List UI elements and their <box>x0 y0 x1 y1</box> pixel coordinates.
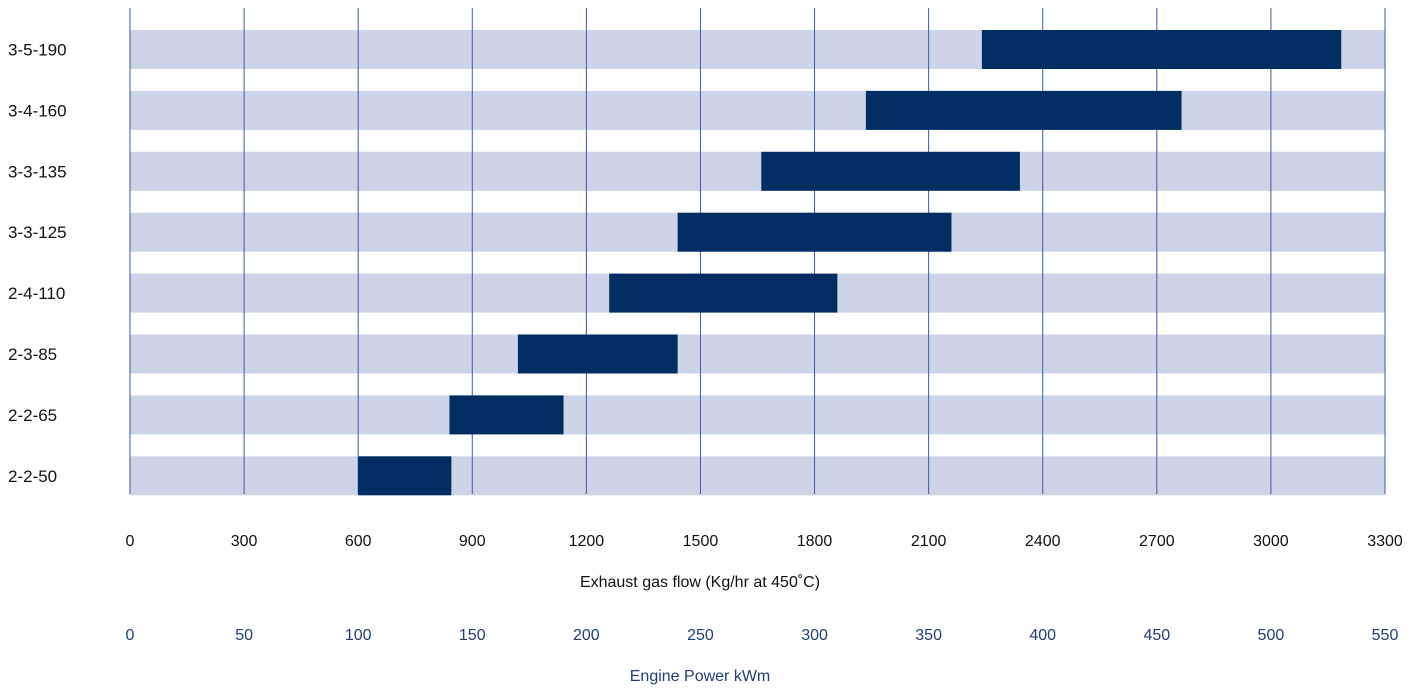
x-tick-label: 2700 <box>1139 533 1175 550</box>
secondary-tick-label: 400 <box>1029 627 1056 644</box>
x-tick-label: 1500 <box>683 533 719 550</box>
row-bands <box>130 30 1385 496</box>
x-tick-label: 1800 <box>797 533 833 550</box>
secondary-axis-tick-labels: 0 50 100 150 200 250 300 350 400 450 500 550 <box>126 627 1399 644</box>
category-label: 3-4-160 <box>8 101 67 120</box>
secondary-tick-label: 100 <box>345 627 372 644</box>
category-label: 2-2-65 <box>8 406 57 425</box>
secondary-axis-title: Engine Power kWm <box>630 668 771 685</box>
range-bar <box>449 395 564 435</box>
secondary-tick-label: 0 <box>126 627 135 644</box>
range-bar <box>677 212 952 252</box>
x-tick-label: 2100 <box>911 533 947 550</box>
x-tick-label: 1200 <box>569 533 605 550</box>
secondary-tick-label: 350 <box>915 627 942 644</box>
x-tick-label: 300 <box>231 533 258 550</box>
row-band <box>130 90 1385 130</box>
secondary-tick-label: 50 <box>235 627 253 644</box>
category-label: 2-2-50 <box>8 467 57 486</box>
x-tick-label: 0 <box>126 533 135 550</box>
range-bars <box>358 30 1342 496</box>
x-tick-label: 2400 <box>1025 533 1061 550</box>
category-label: 3-3-125 <box>8 223 67 242</box>
secondary-tick-label: 250 <box>687 627 714 644</box>
x-tick-label: 3300 <box>1367 533 1403 550</box>
row-band <box>130 334 1385 374</box>
secondary-tick-label: 550 <box>1372 627 1399 644</box>
secondary-tick-label: 300 <box>801 627 828 644</box>
row-band <box>130 395 1385 435</box>
secondary-tick-label: 150 <box>459 627 486 644</box>
secondary-tick-label: 500 <box>1258 627 1285 644</box>
category-label: 2-3-85 <box>8 345 57 364</box>
x-axis-title: Exhaust gas flow (Kg/hr at 450˚C) <box>580 574 820 591</box>
secondary-tick-label: 450 <box>1143 627 1170 644</box>
x-tick-label: 3000 <box>1253 533 1289 550</box>
range-bar <box>517 334 678 374</box>
x-tick-label: 600 <box>345 533 372 550</box>
category-label: 2-4-110 <box>8 284 65 303</box>
x-axis-tick-labels: 0 300 600 900 1200 1500 1800 2100 2400 2700 3000 33… <box>126 533 1403 550</box>
category-label: 3-5-190 <box>8 41 67 60</box>
row-band <box>130 456 1385 496</box>
range-bar <box>761 151 1020 191</box>
category-label: 3-3-135 <box>8 162 67 181</box>
row-band <box>130 151 1385 191</box>
category-labels: 3-5-190 3-4-160 3-3-135 3-3-125 2-4-110 2-3-8… <box>8 41 67 486</box>
range-bar <box>609 273 838 313</box>
secondary-tick-label: 200 <box>573 627 600 644</box>
range-bar <box>358 456 452 496</box>
x-tick-label: 900 <box>459 533 486 550</box>
range-bar <box>865 90 1182 130</box>
range-bar <box>981 30 1342 69</box>
